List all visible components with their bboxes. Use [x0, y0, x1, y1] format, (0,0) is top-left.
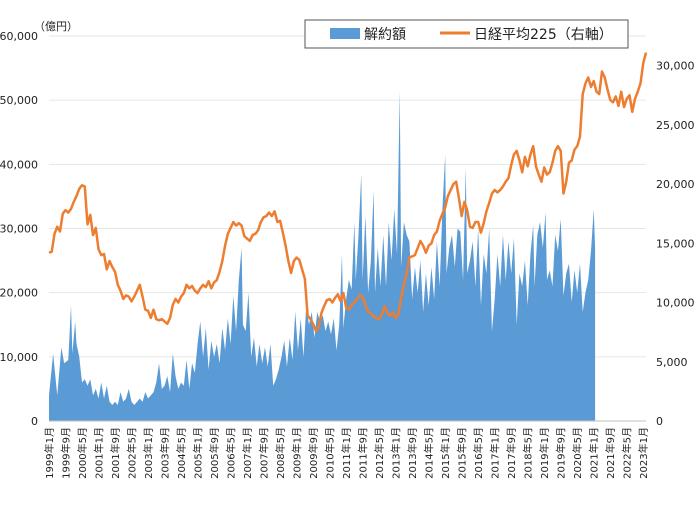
- x-tick-label: 2002年5月: [126, 427, 139, 479]
- x-tick-label: 2012年5月: [373, 427, 386, 479]
- x-tick-label: 2005年1月: [192, 427, 205, 479]
- right-tick-label: 30,000: [656, 60, 695, 73]
- x-tick-label: 2007年9月: [258, 427, 271, 479]
- x-tick-label: 2003年9月: [159, 427, 172, 479]
- left-tick-label: 20,000: [0, 287, 38, 300]
- x-tick-label: 2015年9月: [456, 427, 469, 479]
- x-tick-label: 2009年1月: [291, 427, 304, 479]
- right-tick-label: 15,000: [656, 237, 695, 250]
- x-tick-label: 2023年1月: [637, 427, 650, 479]
- x-tick-label: 2022年5月: [621, 427, 634, 479]
- nikkei-line-layer: [48, 52, 648, 333]
- left-tick-label: 30,000: [0, 223, 38, 236]
- x-tick-label: 1999年9月: [60, 427, 73, 479]
- x-tick-label: 2019年9月: [555, 427, 568, 479]
- nikkei-line: [48, 52, 648, 333]
- right-axis-ticks: 0 5,000 10,000 15,000 20,000 25,000 30,000: [656, 60, 695, 428]
- x-tick-label: 2008年5月: [274, 427, 287, 479]
- x-tick-label: 2020年5月: [571, 427, 584, 479]
- right-tick-label: 20,000: [656, 178, 695, 191]
- right-tick-label: 25,000: [656, 119, 695, 132]
- legend: 解約額 日経平均225（右軸）: [304, 19, 629, 49]
- x-tick-label: 2017年1月: [489, 427, 502, 479]
- legend-swatch-cancellations: [330, 28, 360, 39]
- left-tick-label: 60,000: [0, 30, 38, 43]
- x-tick-label: 2021年1月: [588, 427, 601, 479]
- x-tick-label: 2013年9月: [406, 427, 419, 479]
- x-tick-label: 2006年5月: [225, 427, 238, 479]
- x-tick-label: 2004年5月: [175, 427, 188, 479]
- x-tick-label: 2001年1月: [93, 427, 106, 479]
- x-tick-label: 2001年9月: [109, 427, 122, 479]
- cancellation-area: [49, 90, 596, 421]
- cancellation-area-layer: [49, 90, 596, 421]
- x-tick-label: 2017年9月: [505, 427, 518, 479]
- x-tick-label: 2010年5月: [324, 427, 337, 479]
- left-tick-label: 40,000: [0, 158, 38, 171]
- x-tick-label: 2011年9月: [357, 427, 370, 479]
- x-tick-label: 2011年1月: [340, 427, 353, 479]
- x-tick-label: 2009年9月: [307, 427, 320, 479]
- left-tick-label: 10,000: [0, 351, 38, 364]
- left-tick-label: 50,000: [0, 94, 38, 107]
- x-tick-label: 2005年9月: [208, 427, 221, 479]
- x-tick-label: 2003年1月: [142, 427, 155, 479]
- unit-label: （億円）: [34, 20, 78, 33]
- x-tick-label: 2015年1月: [439, 427, 452, 479]
- right-tick-label: 5,000: [656, 356, 688, 369]
- left-axis-ticks: 0 10,000 20,000 30,000 40,000 50,000 60,000: [0, 30, 38, 428]
- x-tick-label: 2014年5月: [423, 427, 436, 479]
- x-axis-ticks: 1999年1月 1999年9月 2000年5月 2001年1月 2001年9月 2002年…: [43, 427, 650, 479]
- legend-label-cancellations: 解約額: [364, 27, 406, 43]
- right-tick-label: 10,000: [656, 297, 695, 310]
- x-tick-label: 2018年5月: [522, 427, 535, 479]
- legend-label-nikkei: 日経平均225（右軸）: [474, 27, 613, 43]
- x-tick-label: 2007年1月: [241, 427, 254, 479]
- x-tick-label: 2000年5月: [76, 427, 89, 479]
- x-tick-label: 2013年1月: [390, 427, 403, 479]
- left-tick-label: 0: [31, 415, 38, 428]
- x-tick-label: 2021年9月: [604, 427, 617, 479]
- x-tick-label: 1999年1月: [43, 427, 56, 479]
- right-tick-label: 0: [656, 415, 663, 428]
- x-tick-label: 2016年5月: [472, 427, 485, 479]
- x-tick-label: 2019年1月: [538, 427, 551, 479]
